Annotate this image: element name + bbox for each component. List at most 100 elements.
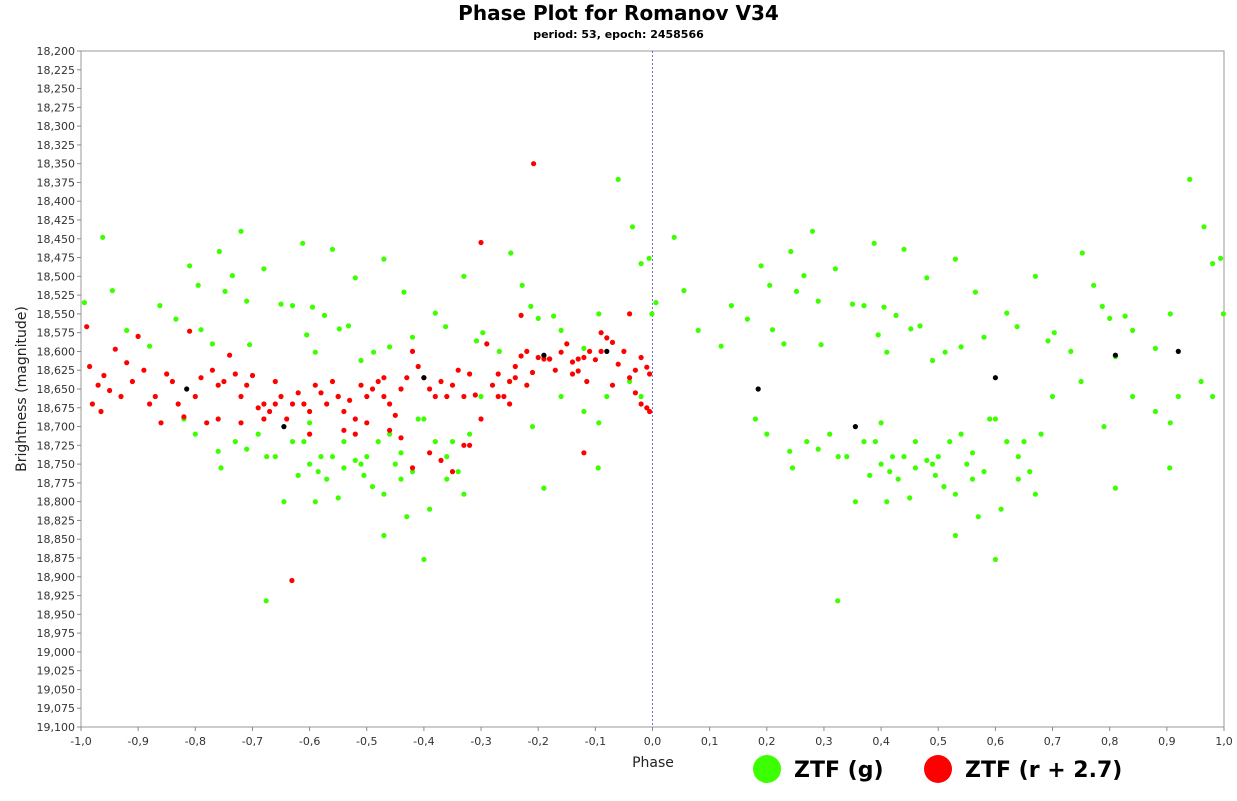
overlap-point [992, 375, 999, 381]
ztf-g-point [964, 461, 970, 467]
ztf-g-point [809, 228, 816, 234]
ztf-g-point [596, 311, 602, 317]
ztf-g-point [192, 431, 198, 437]
ztf-g-point [1049, 393, 1056, 400]
x-tick-label: 0,8 [1101, 735, 1119, 748]
ztf-g-point [844, 454, 850, 460]
ztf-r-point [221, 378, 227, 385]
ztf-g-point [942, 349, 948, 355]
ztf-r-point [215, 416, 221, 422]
ztf-g-point [361, 472, 367, 478]
overlap-point [604, 348, 610, 354]
ztf-r-point [181, 414, 187, 420]
x-tick-label: 0,9 [1158, 735, 1176, 748]
ztf-g-point [300, 240, 306, 246]
ztf-r-point [232, 371, 238, 377]
ztf-r-point [289, 577, 295, 584]
ztf-g-point [558, 393, 564, 400]
ztf-r-point [187, 328, 193, 334]
ztf-g-point [232, 439, 238, 445]
y-tick-label: 18,700 [37, 421, 76, 434]
ztf-r-point [632, 367, 639, 373]
ztf-g-point [581, 408, 587, 415]
overlap-point [755, 386, 761, 392]
ztf-r-point [335, 393, 341, 400]
ztf-g-point [244, 446, 250, 452]
ztf-g-point [244, 298, 250, 304]
ztf-g-point [901, 246, 907, 252]
ztf-r-point [587, 348, 593, 354]
y-tick-label: 18,800 [37, 496, 76, 509]
legend-swatch-ztf-g [753, 755, 781, 783]
ztf-g-point [238, 228, 244, 234]
ztf-r-point [432, 393, 438, 400]
x-tick-label: 1,0 [1215, 735, 1233, 748]
y-tick-label: 18,950 [37, 608, 76, 621]
ztf-r-point [255, 405, 261, 411]
ztf-g-point [901, 454, 907, 460]
ztf-g-point [307, 420, 313, 426]
ztf-g-point [255, 431, 261, 437]
ztf-g-point [646, 255, 652, 261]
ztf-g-point [261, 266, 267, 272]
ztf-g-point [1167, 465, 1173, 471]
ztf-g-point [849, 301, 856, 307]
ztf-g-point [653, 300, 659, 306]
ztf-g-point [364, 454, 370, 460]
ztf-g-point [1218, 255, 1224, 261]
ztf-g-point [1122, 313, 1128, 319]
ztf-g-point [352, 457, 358, 463]
ztf-g-point [969, 450, 976, 456]
ztf-r-point [604, 335, 610, 341]
x-axis-title: Phase [632, 755, 674, 771]
ztf-g-point [1107, 315, 1113, 321]
ztf-g-point [1167, 420, 1173, 426]
ztf-g-point [329, 454, 336, 460]
ztf-r-point [295, 390, 301, 396]
ztf-g-point [861, 303, 867, 309]
ztf-r-point [152, 393, 158, 400]
y-tick-label: 18,850 [37, 533, 76, 546]
ztf-g-point [1045, 338, 1051, 344]
ztf-r-point [569, 371, 576, 377]
ztf-g-point [315, 469, 321, 475]
ztf-g-point [421, 556, 427, 563]
ztf-g-point [912, 465, 919, 471]
ztf-g-point [1175, 393, 1181, 400]
ztf-r-point [547, 356, 553, 362]
ztf-g-point [681, 288, 687, 294]
ztf-r-point [118, 393, 124, 400]
ztf-g-point [541, 485, 547, 491]
ztf-g-point [198, 327, 204, 333]
ztf-g-point [718, 343, 724, 349]
ztf-r-point [584, 378, 590, 385]
ztf-r-point [347, 397, 353, 403]
ztf-g-point [535, 315, 541, 321]
ztf-r-point [598, 330, 604, 336]
ztf-r-point [312, 382, 318, 388]
ztf-r-point [438, 378, 444, 385]
legend: ZTF (g) ZTF (r + 2.7) [753, 755, 1122, 783]
overlap-point [281, 424, 287, 430]
ztf-r-point [227, 352, 233, 358]
ztf-r-point [489, 382, 496, 388]
chart-subtitle: period: 53, epoch: 2458566 [533, 28, 704, 41]
ztf-g-point [216, 248, 222, 255]
ztf-g-point [1038, 431, 1044, 437]
ztf-r-point [147, 401, 153, 407]
x-tick-label: -1,0 [70, 735, 91, 748]
ztf-g-point [278, 301, 284, 307]
ztf-r-point [364, 420, 370, 426]
ztf-g-point [173, 316, 179, 322]
ztf-g-point [398, 476, 404, 482]
ztf-g-point [781, 341, 787, 347]
ztf-r-point [644, 364, 650, 370]
ztf-r-point [307, 431, 313, 437]
ztf-g-point [281, 499, 287, 505]
ztf-r-point [284, 416, 290, 422]
ztf-g-point [381, 532, 387, 539]
ztf-r-point [387, 427, 393, 433]
y-axis-title: Brightness (magnitude) [14, 306, 30, 472]
ztf-g-point [1198, 378, 1204, 385]
